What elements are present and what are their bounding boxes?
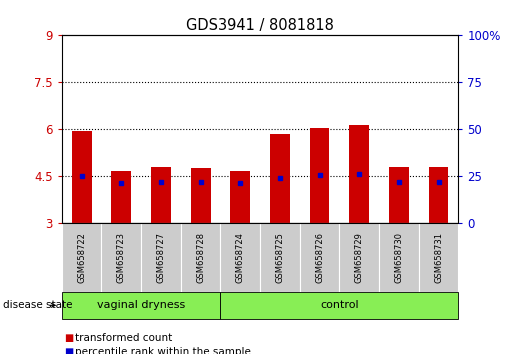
Text: GSM658729: GSM658729 xyxy=(355,232,364,283)
Text: transformed count: transformed count xyxy=(75,333,172,343)
Text: GSM658723: GSM658723 xyxy=(117,232,126,283)
Text: percentile rank within the sample: percentile rank within the sample xyxy=(75,347,251,354)
Text: GSM658722: GSM658722 xyxy=(77,232,86,283)
Text: ■: ■ xyxy=(64,347,74,354)
Text: GSM658728: GSM658728 xyxy=(196,232,205,283)
Text: GSM658730: GSM658730 xyxy=(394,232,403,283)
Bar xyxy=(310,128,330,223)
Bar xyxy=(389,167,409,223)
Text: GSM658725: GSM658725 xyxy=(276,232,284,283)
Bar xyxy=(111,171,131,223)
Text: GSM658731: GSM658731 xyxy=(434,232,443,283)
Text: disease state: disease state xyxy=(3,300,72,310)
Bar xyxy=(230,171,250,223)
Title: GDS3941 / 8081818: GDS3941 / 8081818 xyxy=(186,18,334,33)
Bar xyxy=(72,131,92,223)
Text: GSM658727: GSM658727 xyxy=(157,232,165,283)
Text: control: control xyxy=(320,300,358,310)
Bar xyxy=(270,134,290,223)
Bar xyxy=(191,168,211,223)
Bar xyxy=(151,167,171,223)
Text: vaginal dryness: vaginal dryness xyxy=(97,300,185,310)
Text: GSM658726: GSM658726 xyxy=(315,232,324,283)
Text: GSM658724: GSM658724 xyxy=(236,232,245,283)
Bar xyxy=(428,167,449,223)
Text: ■: ■ xyxy=(64,333,74,343)
Bar xyxy=(349,125,369,223)
